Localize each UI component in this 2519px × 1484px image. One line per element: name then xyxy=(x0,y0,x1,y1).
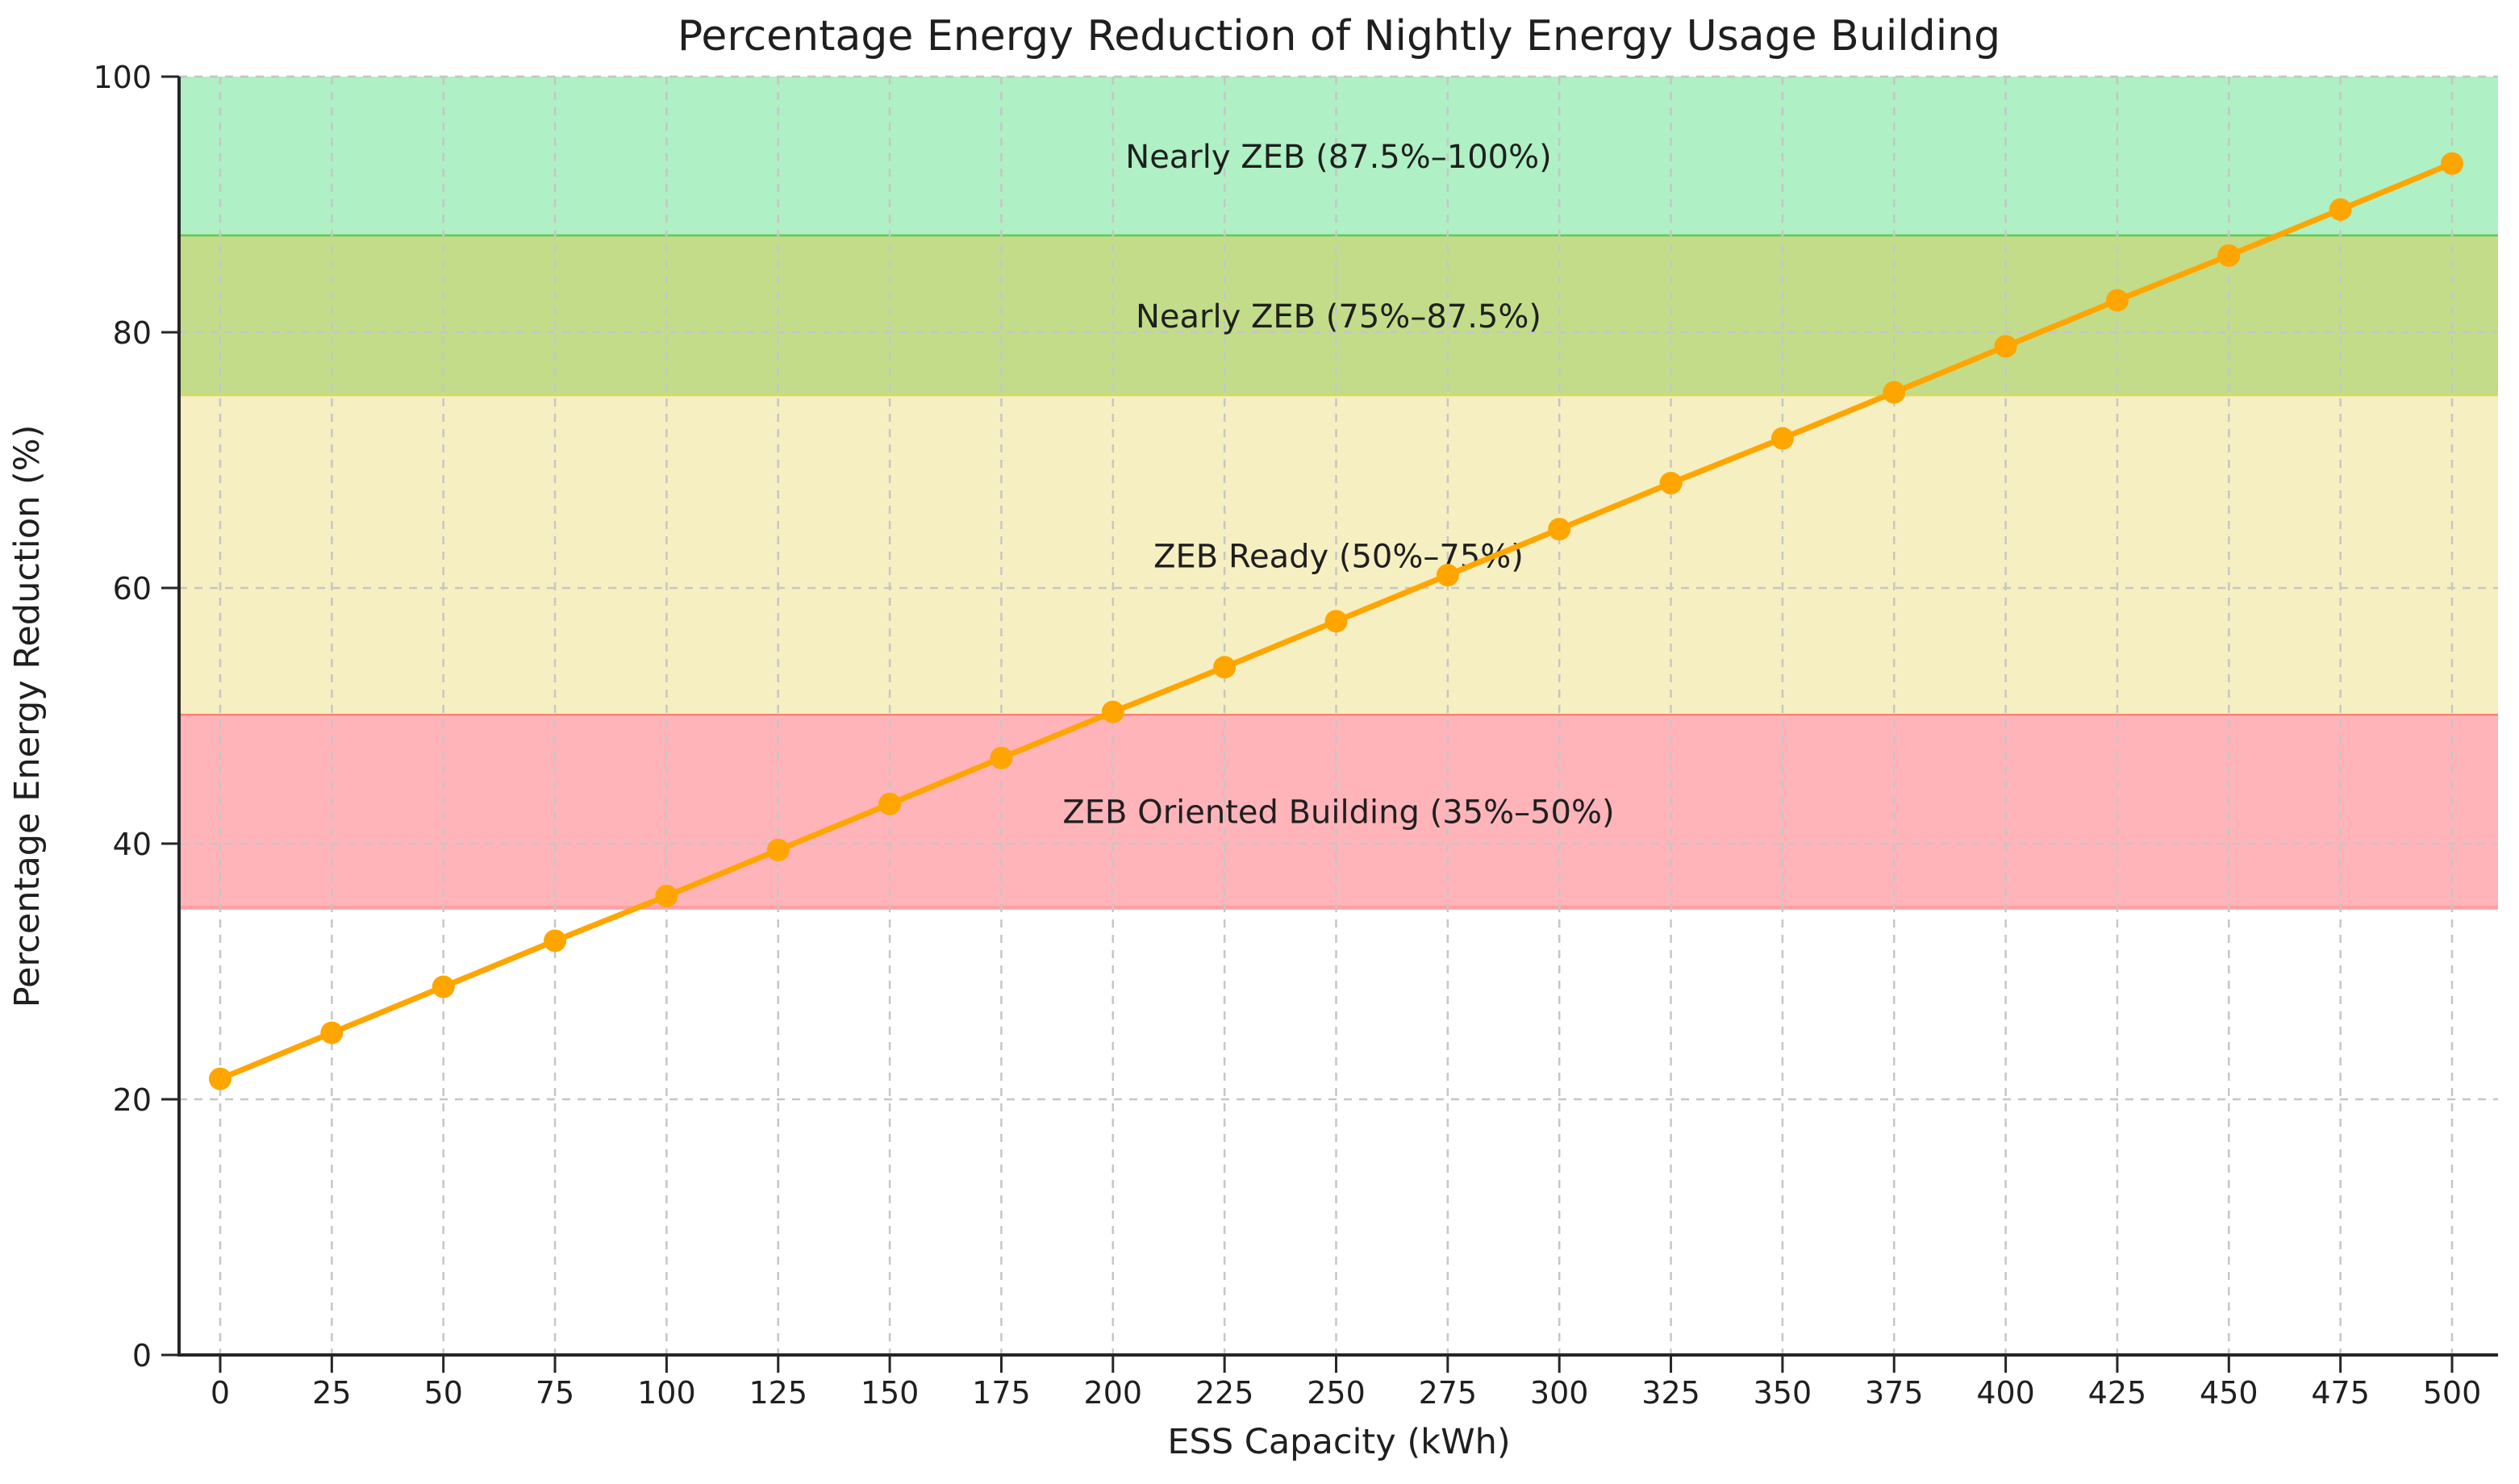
band-region xyxy=(179,715,2498,908)
x-tick-label: 500 xyxy=(2423,1375,2482,1411)
y-tick-label: 100 xyxy=(93,60,152,95)
x-tick-label: 400 xyxy=(1976,1375,2035,1411)
data-point xyxy=(1548,518,1571,541)
band-region xyxy=(179,236,2498,397)
data-point xyxy=(1994,335,2017,358)
data-point xyxy=(1101,700,1124,723)
x-tick-label: 150 xyxy=(861,1375,920,1411)
y-tick-label: 20 xyxy=(113,1082,152,1118)
data-point xyxy=(209,1067,231,1090)
x-tick-label: 125 xyxy=(749,1375,807,1411)
chart-title: Percentage Energy Reduction of Nightly E… xyxy=(678,12,2000,60)
data-point xyxy=(2441,152,2463,175)
x-tick-label: 100 xyxy=(637,1375,696,1411)
data-point xyxy=(1883,381,1906,404)
y-tick-label: 0 xyxy=(132,1338,152,1374)
x-tick-label: 300 xyxy=(1530,1375,1589,1411)
x-tick-label: 475 xyxy=(2311,1375,2370,1411)
x-tick-label: 225 xyxy=(1195,1375,1254,1411)
x-axis-label: ESS Capacity (kWh) xyxy=(1167,1422,1510,1462)
x-tick-label: 75 xyxy=(536,1375,574,1411)
band-region xyxy=(179,396,2498,716)
y-tick-label: 40 xyxy=(113,827,152,862)
data-point xyxy=(1213,656,1237,679)
x-tick-label: 350 xyxy=(1754,1375,1812,1411)
data-point xyxy=(1324,610,1348,633)
x-tick-label: 250 xyxy=(1307,1375,1366,1411)
x-tick-label: 50 xyxy=(424,1375,463,1411)
data-point xyxy=(1659,472,1683,495)
band-label: Nearly ZEB (87.5%–100%) xyxy=(1125,139,1551,176)
band-label: ZEB Oriented Building (35%–50%) xyxy=(1062,794,1614,831)
x-tick-label: 325 xyxy=(1641,1375,1700,1411)
data-point xyxy=(878,792,902,815)
x-tick-label: 0 xyxy=(211,1375,230,1411)
x-tick-label: 375 xyxy=(1865,1375,1924,1411)
x-tick-label: 425 xyxy=(2088,1375,2147,1411)
x-tick-label: 200 xyxy=(1084,1375,1143,1411)
y-axis-label: Percentage Energy Reduction (%) xyxy=(7,425,48,1008)
data-point xyxy=(1770,427,1794,450)
data-point xyxy=(990,746,1013,769)
data-point xyxy=(2105,289,2129,312)
data-point xyxy=(432,975,455,998)
x-tick-label: 275 xyxy=(1419,1375,1478,1411)
data-point xyxy=(320,1021,344,1044)
data-point xyxy=(766,838,790,861)
x-tick-label: 450 xyxy=(2200,1375,2258,1411)
y-tick-label: 80 xyxy=(113,315,152,351)
y-tick-label: 60 xyxy=(113,571,152,607)
data-point xyxy=(544,929,567,953)
x-tick-label: 25 xyxy=(312,1375,351,1411)
band-label: Nearly ZEB (75%–87.5%) xyxy=(1136,298,1541,336)
data-point xyxy=(1436,564,1459,587)
data-point xyxy=(2329,198,2352,221)
data-point xyxy=(2217,244,2241,267)
x-tick-label: 175 xyxy=(972,1375,1031,1411)
data-point xyxy=(655,884,678,907)
band-region xyxy=(179,77,2498,237)
